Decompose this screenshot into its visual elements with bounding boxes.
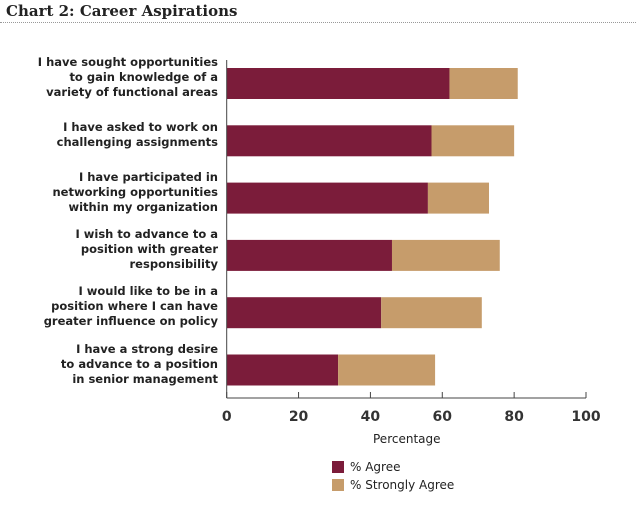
legend-swatch [332, 479, 344, 491]
bar-strongly-agree [391, 239, 500, 271]
category-label-line: challenging assignments [56, 134, 218, 149]
category-label: I have a strong desire to advance to a po… [8, 342, 218, 387]
x-tick-label: 80 [504, 409, 524, 425]
category-label: I have sought opportunities to gain knowl… [8, 55, 218, 100]
category-label-line: greater influence on policy [43, 314, 218, 329]
bar-agree [226, 125, 432, 157]
category-label-line: position where I can have [51, 299, 218, 314]
category-label-line: networking opportunities [52, 184, 218, 199]
legend-item-agree: % Agree [332, 460, 400, 474]
x-tick-label: 40 [361, 409, 381, 425]
category-label-line: in senior management [72, 371, 218, 386]
category-label-line: I have sought opportunities [37, 55, 218, 69]
legend-swatch [332, 461, 344, 473]
bar-strongly-agree [427, 182, 489, 214]
category-label-line: I have a strong desire [76, 341, 218, 356]
category-label-line: I have asked to work on [63, 119, 218, 134]
bar-agree [226, 68, 450, 99]
x-tick-label: 100 [571, 409, 600, 425]
x-axis-label: Percentage [373, 432, 441, 446]
category-label-line: variety of functional areas [46, 85, 218, 99]
category-label-line: to gain knowledge of a [69, 70, 218, 84]
legend-item-strongly-agree: % Strongly Agree [332, 478, 454, 492]
category-label: I wish to advance to a position with grea… [8, 227, 218, 272]
category-label-line: I wish to advance to a [75, 226, 218, 241]
category-label-line: I would like to be in a [78, 284, 218, 299]
category-label-line: within my organization [68, 199, 218, 214]
bar-strongly-agree [381, 297, 482, 329]
x-tick-label: 60 [433, 409, 453, 425]
bar-strongly-agree [449, 68, 518, 99]
x-tick-label: 0 [222, 409, 232, 425]
x-tick-label: 20 [289, 409, 309, 425]
category-label-line: responsibility [129, 256, 218, 271]
chart-title: Chart 2: Career Aspirations [6, 2, 238, 20]
bar-strongly-agree [338, 354, 436, 386]
category-label: I have participated in networking opportu… [8, 170, 218, 215]
category-label-line: position with greater [80, 241, 218, 256]
legend-label: % Strongly Agree [350, 478, 455, 492]
category-label-line: to advance to a position [60, 356, 218, 371]
bar-strongly-agree [431, 125, 515, 157]
category-label: I have asked to work on challenging assig… [8, 120, 218, 150]
bar-agree [226, 239, 392, 271]
bar-agree [226, 182, 428, 214]
category-label-line: I have participated in [78, 169, 218, 184]
category-label: I would like to be in a position where I … [8, 284, 218, 329]
title-divider [0, 22, 636, 23]
bar-agree [226, 354, 339, 386]
bar-agree [226, 297, 382, 329]
legend-label: % Agree [350, 460, 401, 474]
